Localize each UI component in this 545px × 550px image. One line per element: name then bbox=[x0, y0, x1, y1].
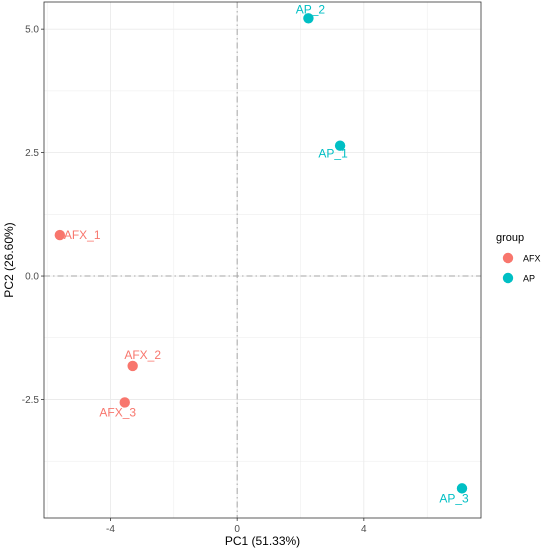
reference-lines bbox=[44, 2, 481, 518]
y-tick-label: 0.0 bbox=[25, 272, 39, 283]
point-label-ap-2: AP_2 bbox=[296, 2, 326, 16]
legend-key-afx bbox=[502, 252, 514, 264]
legend-label-ap: AP bbox=[523, 274, 535, 284]
scatter-point-ap-1 bbox=[334, 140, 346, 151]
y-axis-title: PC2 (26.60%) bbox=[2, 222, 16, 297]
x-tick-label: -4 bbox=[106, 524, 115, 535]
point-label-afx-1: AFX_1 bbox=[64, 228, 101, 242]
x-tick-label: 4 bbox=[361, 524, 367, 535]
point-label-afx-3: AFX_3 bbox=[99, 405, 136, 419]
scatter-point-afx-1 bbox=[54, 229, 66, 241]
y-tick-label: -2.5 bbox=[22, 395, 40, 406]
scatter-point-ap-2 bbox=[303, 13, 314, 24]
y-tick-label: 2.5 bbox=[25, 148, 39, 159]
plot-panel-border bbox=[43, 1, 482, 519]
point-label-ap-1: AP_1 bbox=[318, 147, 348, 161]
scatter-point-ap-3 bbox=[456, 483, 468, 494]
scatter-point-afx-3 bbox=[119, 397, 130, 408]
data-points bbox=[54, 13, 468, 494]
y-tick-label: 5.0 bbox=[25, 25, 39, 36]
point-label-ap-3: AP_3 bbox=[439, 491, 469, 505]
legend-key-ap bbox=[502, 272, 514, 284]
legend-label-afx: AFX bbox=[523, 254, 541, 264]
x-axis-title: PC1 (51.33%) bbox=[225, 534, 300, 548]
legend: group AFX AP bbox=[496, 232, 541, 284]
axis-ticks: -4 0 4 -2.5 0.0 2.5 5.0 bbox=[22, 25, 367, 535]
grid-lines bbox=[44, 2, 481, 518]
scatter-point-afx-2 bbox=[127, 360, 138, 372]
point-label-afx-2: AFX_2 bbox=[124, 348, 161, 362]
legend-title: group bbox=[496, 232, 524, 244]
point-labels: AFX_1 AFX_2 AFX_3 AP_2 AP_1 AP_3 bbox=[64, 2, 469, 505]
x-tick-label: 0 bbox=[234, 524, 240, 535]
